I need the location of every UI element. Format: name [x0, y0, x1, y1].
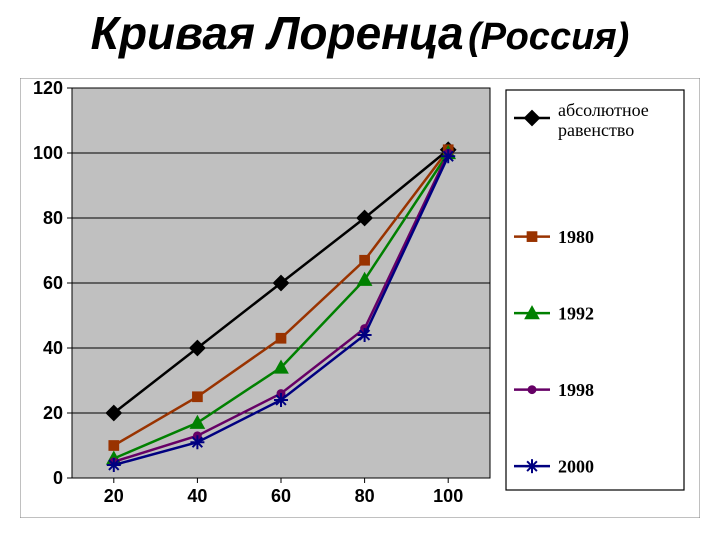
svg-text:1998: 1998 [558, 380, 594, 400]
svg-text:100: 100 [433, 486, 463, 506]
legend-box [506, 90, 684, 490]
svg-text:2000: 2000 [558, 456, 594, 476]
svg-text:1980: 1980 [558, 227, 594, 247]
svg-text:80: 80 [43, 208, 63, 228]
svg-text:120: 120 [33, 78, 63, 98]
svg-text:0: 0 [53, 468, 63, 488]
svg-text:80: 80 [355, 486, 375, 506]
svg-text:60: 60 [271, 486, 291, 506]
title-main: Кривая Лоренца [91, 7, 464, 59]
svg-text:40: 40 [43, 338, 63, 358]
svg-text:40: 40 [187, 486, 207, 506]
svg-text:60: 60 [43, 273, 63, 293]
svg-text:20: 20 [43, 403, 63, 423]
svg-text:равенство: равенство [558, 120, 634, 140]
lorenz-chart: 0 20 40 60 80 100 120 20 40 60 80 100 абсолютноераве… [20, 78, 700, 518]
svg-text:1992: 1992 [558, 303, 594, 323]
chart-container: 0 20 40 60 80 100 120 20 40 60 80 100 абсолютноераве… [20, 78, 700, 518]
svg-text:20: 20 [104, 486, 124, 506]
title-sub: (Россия) [468, 16, 629, 58]
chart-title: Кривая Лоренца (Россия) [0, 6, 720, 60]
svg-text:абсолютное: абсолютное [558, 100, 649, 120]
svg-text:100: 100 [33, 143, 63, 163]
